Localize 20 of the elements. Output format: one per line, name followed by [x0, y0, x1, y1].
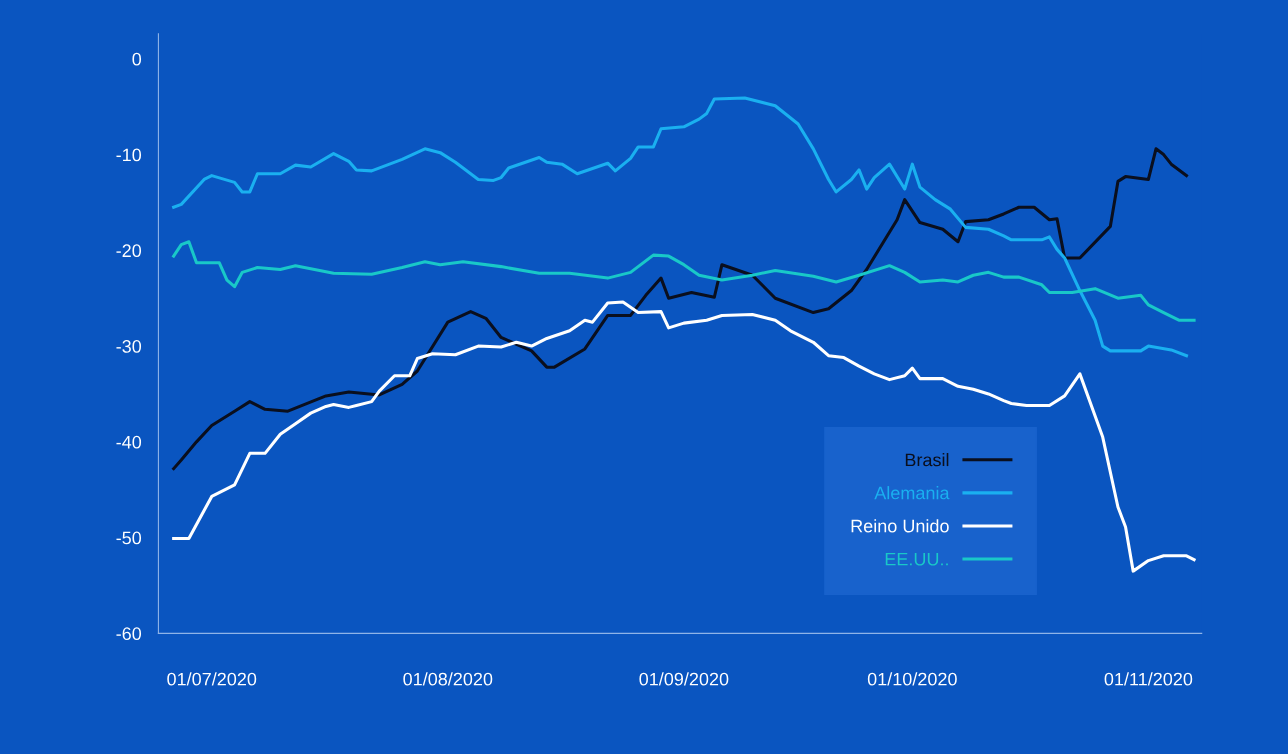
y-tick-label: -20 — [116, 244, 142, 258]
x-tick-label: 01/11/2020 — [1104, 672, 1193, 686]
y-tick-label: -30 — [116, 340, 142, 353]
legend-label: Reino Unido — [851, 519, 949, 533]
y-tick-label: -60 — [116, 627, 142, 641]
legend-label: Brasil — [905, 453, 949, 467]
line-series — [172, 300, 1196, 573]
x-tick-label: 01/09/2020 — [639, 672, 729, 686]
legend-label: Alemania — [874, 486, 950, 500]
line-series — [172, 147, 1188, 471]
legend-label: EE.UU.. — [885, 552, 948, 566]
x-tick-label: 01/10/2020 — [867, 672, 957, 686]
y-tick-label: -40 — [116, 435, 142, 449]
line-series — [172, 240, 1196, 322]
line-series — [172, 96, 1188, 358]
x-tick-label: 01/08/2020 — [403, 672, 493, 686]
y-tick-label: 0 — [132, 52, 142, 66]
y-tick-label: -10 — [116, 148, 142, 162]
x-tick-label: 01/07/2020 — [167, 672, 257, 686]
y-tick-label: -50 — [116, 531, 142, 545]
